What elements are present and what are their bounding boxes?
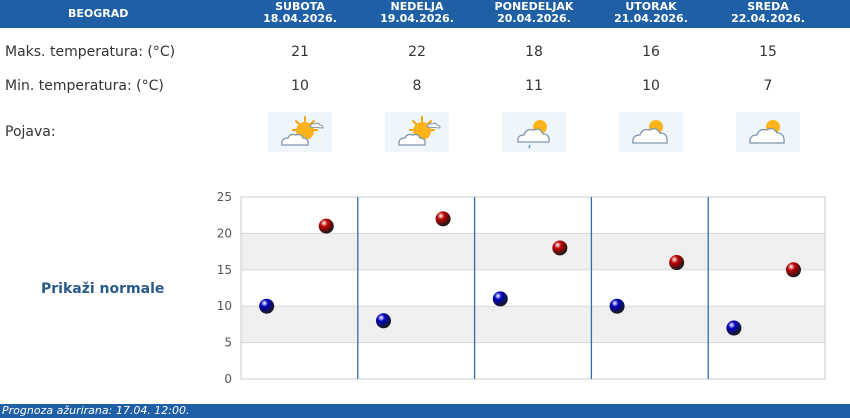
min-temp-marker <box>726 320 742 336</box>
forecast-header: BEOGRAD SUBOTA 18.04.2026. NEDELJA 19.04… <box>0 0 850 28</box>
day-date: 22.04.2026. <box>731 12 805 25</box>
sun-cloud-icon <box>385 112 449 152</box>
max-temp-marker <box>785 262 801 278</box>
day-header-tuesday: UTORAK 21.04.2026. <box>596 1 706 25</box>
cloud-sun-icon <box>619 112 683 152</box>
phenomenon-label: Pojava: <box>5 124 56 140</box>
min-temp-marker <box>492 291 508 307</box>
min-temp-value: 10 <box>291 78 309 94</box>
y-tick-label: 25 <box>217 190 232 204</box>
min-temp-value: 7 <box>763 78 773 94</box>
day-name: NEDELJA <box>390 0 444 13</box>
y-tick-label: 5 <box>224 336 232 350</box>
min-temp-value: 10 <box>642 78 660 94</box>
max-temp-marker <box>435 211 451 227</box>
day-name: PONEDELJAK <box>494 0 574 13</box>
day-header-monday: PONEDELJAK 20.04.2026. <box>479 1 589 25</box>
y-tick-label: 15 <box>217 263 232 277</box>
forecast-updated-text: Prognoza ažurirana: 17.04. 12:00. <box>2 404 190 417</box>
day-name: UTORAK <box>625 0 677 13</box>
day-header-saturday: SUBOTA 18.04.2026. <box>245 1 355 25</box>
min-temp-value: 11 <box>525 78 543 94</box>
max-temp-marker <box>669 255 685 271</box>
day-header-sunday: NEDELJA 19.04.2026. <box>362 1 472 25</box>
max-temp-label: Maks. temperatura: (°C) <box>5 44 176 60</box>
grid-band <box>241 233 825 270</box>
y-tick-label: 0 <box>224 372 232 386</box>
max-temp-value: 22 <box>408 44 426 60</box>
day-date: 21.04.2026. <box>614 12 688 25</box>
day-name: SUBOTA <box>275 0 325 13</box>
min-temp-marker <box>375 313 391 329</box>
footer-bar: Prognoza ažurirana: 17.04. 12:00. <box>0 404 850 418</box>
y-tick-label: 10 <box>217 299 232 313</box>
temperature-chart: 0 5 10 15 20 25 <box>217 190 826 386</box>
city-name: BEOGRAD <box>68 7 129 20</box>
plot-frame <box>240 196 826 380</box>
max-temp-value: 18 <box>525 44 543 60</box>
max-temp-marker <box>552 240 568 256</box>
day-name: SREDA <box>747 0 789 13</box>
show-normals-link[interactable]: Prikaži normale <box>41 281 165 297</box>
day-header-wednesday: SREDA 22.04.2026. <box>713 1 823 25</box>
cloud-sun-icon <box>736 112 800 152</box>
min-temp-marker <box>609 298 625 314</box>
day-date: 20.04.2026. <box>497 12 571 25</box>
min-temp-marker <box>259 298 275 314</box>
min-temp-value: 8 <box>412 78 422 94</box>
y-tick-label: 20 <box>217 226 232 240</box>
day-date: 18.04.2026. <box>263 12 337 25</box>
sun-cloud-icon <box>268 112 332 152</box>
cloud-sun-light-rain-icon <box>502 112 566 152</box>
max-temp-value: 21 <box>291 44 309 60</box>
min-temp-label: Min. temperatura: (°C) <box>5 78 164 94</box>
day-date: 19.04.2026. <box>380 12 454 25</box>
max-temp-marker <box>318 218 334 234</box>
max-temp-value: 16 <box>642 44 660 60</box>
max-temp-value: 15 <box>759 44 777 60</box>
